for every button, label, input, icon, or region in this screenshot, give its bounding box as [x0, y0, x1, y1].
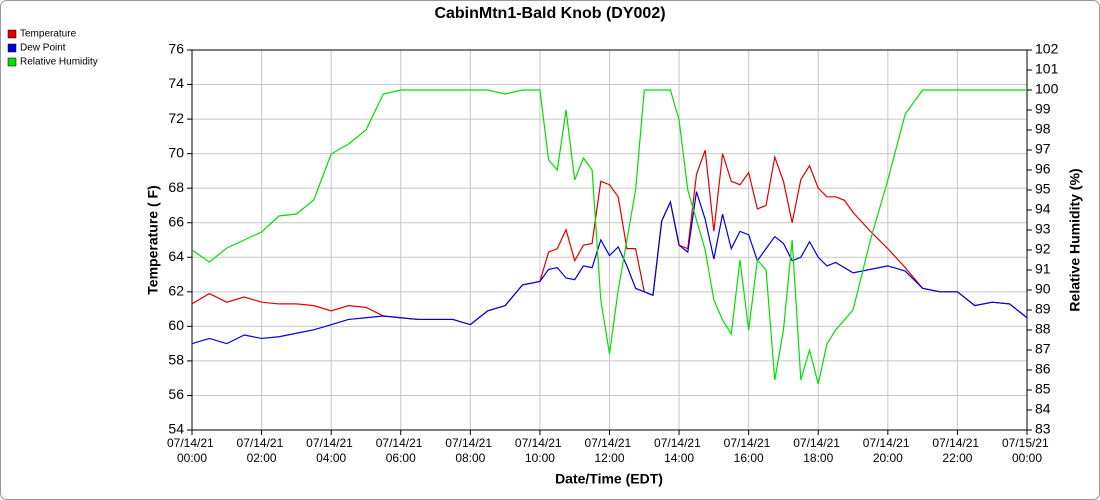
legend-swatch [7, 57, 17, 67]
y2-tick-label: 84 [1035, 401, 1051, 417]
x-tick-label: 07/14/21 02:00 [237, 436, 287, 465]
y2-tick-label: 93 [1035, 221, 1051, 237]
y-tick-label: 54 [168, 421, 184, 437]
y-tick-label: 60 [168, 317, 184, 333]
y2-tick-label: 102 [1035, 41, 1059, 57]
y2-tick-label: 92 [1035, 241, 1051, 257]
y2-tick-label: 94 [1035, 201, 1051, 217]
y2-tick-label: 95 [1035, 181, 1051, 197]
plot-border [191, 49, 1028, 431]
y-axis-label: Temperature ( F) [145, 185, 161, 294]
x-tick-label: 07/15/21 00:00 [1002, 436, 1052, 465]
series-line [191, 89, 1027, 385]
y2-tick-label: 83 [1035, 421, 1051, 437]
y2-tick-label: 85 [1035, 381, 1051, 397]
chart-title: CabinMtn1-Bald Knob (DY002) [434, 5, 665, 22]
y-tick-label: 56 [168, 386, 184, 402]
y-tick-label: 66 [168, 213, 184, 229]
x-tick-label: 07/14/21 18:00 [793, 436, 843, 465]
y2-tick-label: 100 [1035, 81, 1059, 97]
legend-label: Temperature [20, 29, 77, 40]
y2-tick-label: 99 [1035, 101, 1051, 117]
y-tick-label: 64 [168, 248, 184, 264]
series-line [191, 191, 1028, 345]
y-tick-label: 76 [168, 41, 184, 57]
x-tick-label: 07/14/21 04:00 [306, 436, 356, 465]
y-tick-label: 74 [168, 75, 184, 91]
y2-tick-label: 89 [1035, 301, 1051, 317]
y2-tick-label: 87 [1035, 341, 1051, 357]
legend-swatch [7, 43, 17, 53]
x-tick-label: 07/14/21 20:00 [863, 436, 913, 465]
y-tick-label: 72 [168, 110, 184, 126]
y-tick-label: 70 [168, 144, 184, 160]
x-tick-label: 07/14/21 14:00 [654, 436, 704, 465]
y2-axis-label: Relative Humidity (%) [1067, 168, 1083, 311]
x-tick-label: 07/14/21 06:00 [376, 436, 426, 465]
y2-tick-label: 97 [1035, 141, 1051, 157]
x-tick-label: 07/14/21 00:00 [167, 436, 217, 465]
x-axis-label: Date/Time (EDT) [555, 471, 663, 487]
y2-tick-label: 86 [1035, 361, 1051, 377]
y2-tick-label: 101 [1035, 61, 1059, 77]
x-tick-label: 07/14/21 16:00 [724, 436, 774, 465]
y-tick-label: 58 [168, 352, 184, 368]
x-tick-label: 07/14/21 10:00 [515, 436, 565, 465]
x-tick-label: 07/14/21 08:00 [445, 436, 495, 465]
y2-tick-label: 88 [1035, 321, 1051, 337]
y2-tick-label: 98 [1035, 121, 1051, 137]
legend-label: Relative Humidity [20, 57, 98, 68]
x-tick-label: 07/14/21 22:00 [932, 436, 982, 465]
y2-tick-label: 91 [1035, 261, 1051, 277]
y-tick-label: 68 [168, 179, 184, 195]
legend-swatch [7, 29, 17, 39]
y-tick-label: 62 [168, 283, 184, 299]
legend-label: Dew Point [20, 43, 66, 54]
y2-tick-label: 90 [1035, 281, 1051, 297]
x-tick-label: 07/14/21 12:00 [584, 436, 634, 465]
y2-tick-label: 96 [1035, 161, 1051, 177]
